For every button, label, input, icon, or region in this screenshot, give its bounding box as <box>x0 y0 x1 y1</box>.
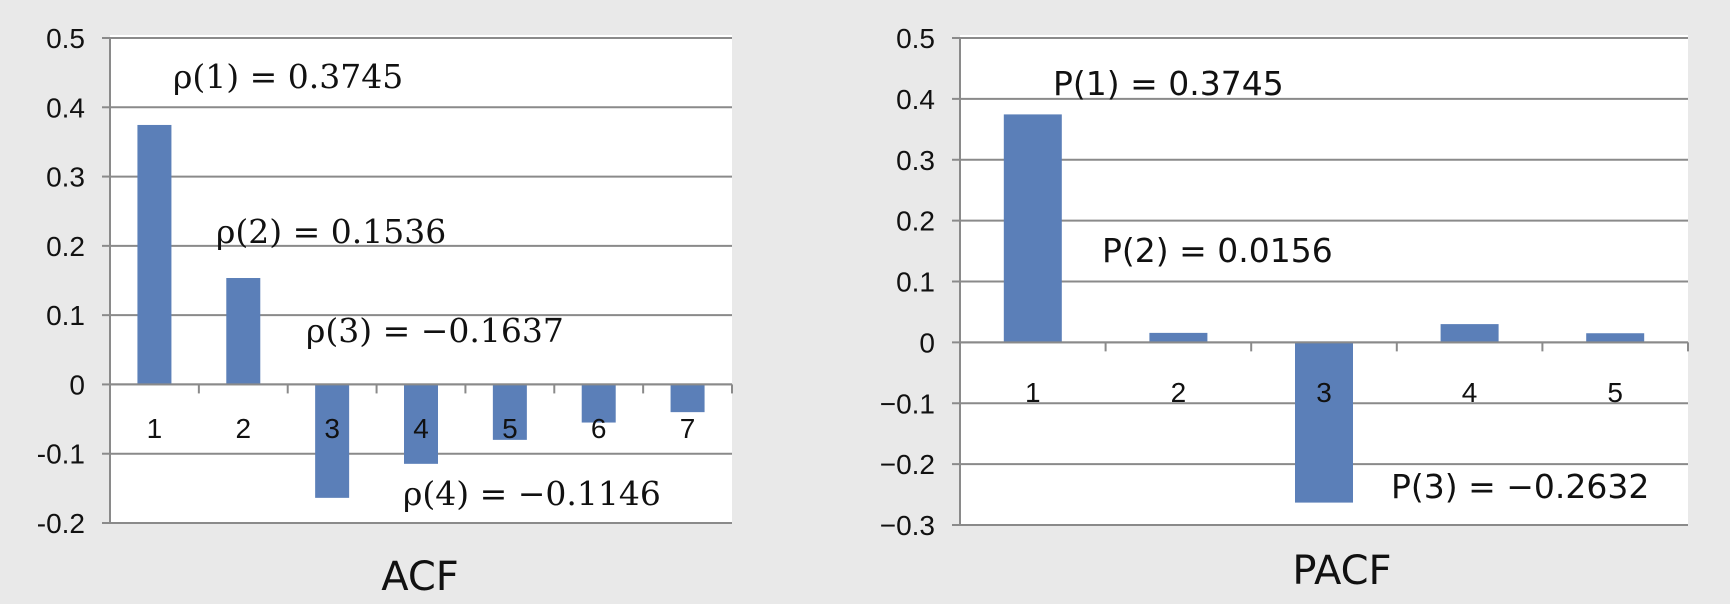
acf-bar <box>315 384 350 498</box>
acf-annotation: ρ(4) = −0.1146 <box>403 474 661 513</box>
pacf-category-label: 5 <box>1607 377 1623 408</box>
pacf-category-label: 4 <box>1462 377 1478 408</box>
acf-category-label: 2 <box>235 413 251 444</box>
pacf-bar <box>1149 332 1208 343</box>
acf-title: ACF <box>381 554 459 600</box>
acf-bar <box>226 278 261 385</box>
acf-ytick-label: -0.2 <box>37 508 85 539</box>
pacf-ytick-label: 0.1 <box>896 267 935 298</box>
acf-bar <box>670 384 705 413</box>
pacf-chart: 0.5 0.4 0.3 0.2 0.1 0 −0.1 −0.2 −0.3 1 2 3 4 5 P(1) = … <box>820 0 1730 604</box>
pacf-ytick-label: 0.2 <box>896 206 935 237</box>
acf-ytick-label: -0.1 <box>37 439 85 470</box>
pacf-bar <box>1440 324 1499 343</box>
acf-category-label: 6 <box>591 413 607 444</box>
pacf-bar <box>1586 333 1645 343</box>
pacf-ytick-label: 0.5 <box>896 23 935 54</box>
acf-category-label: 3 <box>324 413 340 444</box>
acf-ytick-label: 0 <box>69 369 85 400</box>
pacf-ytick-label: 0.3 <box>896 145 935 176</box>
acf-bar <box>581 384 616 423</box>
acf-ytick-label: 0.3 <box>46 162 85 193</box>
pacf-ytick-label: 0 <box>919 327 935 358</box>
pacf-chart-svg: 0.5 0.4 0.3 0.2 0.1 0 −0.1 −0.2 −0.3 1 2 3 4 5 P(1) = … <box>880 23 1689 594</box>
pacf-ytick-label: −0.1 <box>880 388 935 419</box>
acf-ytick-label: 0.5 <box>46 23 85 54</box>
acf-bar <box>492 384 527 440</box>
acf-category-label: 4 <box>413 413 429 444</box>
pacf-annotation: P(3) = −0.2632 <box>1391 467 1649 506</box>
pacf-title: PACF <box>1292 548 1391 594</box>
pacf-bar <box>1003 114 1062 343</box>
pacf-ytick-label: 0.4 <box>896 84 935 115</box>
acf-annotation: ρ(3) = −0.1637 <box>306 311 564 350</box>
acf-bar <box>404 384 438 464</box>
pacf-ytick-label: −0.2 <box>880 449 935 480</box>
acf-category-label: 7 <box>680 413 696 444</box>
pacf-ytick-label: −0.3 <box>880 510 935 541</box>
acf-ytick-label: 0.1 <box>46 300 85 331</box>
acf-ytick-label: 0.4 <box>46 92 85 123</box>
pacf-category-label: 3 <box>1316 377 1332 408</box>
acf-ytick-label: 0.2 <box>46 231 85 262</box>
acf-bar <box>137 124 172 385</box>
acf-chart: 0.5 0.4 0.3 0.2 0.1 0 -0.1 -0.2 1 2 3 4 5 6 7 ρ(1) = 0.… <box>0 0 820 604</box>
pacf-category-label: 2 <box>1171 377 1187 408</box>
acf-category-label: 5 <box>502 413 518 444</box>
pacf-annotation: P(1) = 0.3745 <box>1053 64 1284 103</box>
pacf-bar <box>1295 342 1353 503</box>
acf-chart-svg: 0.5 0.4 0.3 0.2 0.1 0 -0.1 -0.2 1 2 3 4 5 6 7 ρ(1) = 0.… <box>37 23 733 600</box>
acf-annotation: ρ(2) = 0.1536 <box>216 212 446 251</box>
pacf-annotation: P(2) = 0.0156 <box>1102 231 1333 270</box>
pacf-category-label: 1 <box>1025 377 1041 408</box>
acf-category-label: 1 <box>147 413 163 444</box>
acf-annotation: ρ(1) = 0.3745 <box>173 57 403 96</box>
